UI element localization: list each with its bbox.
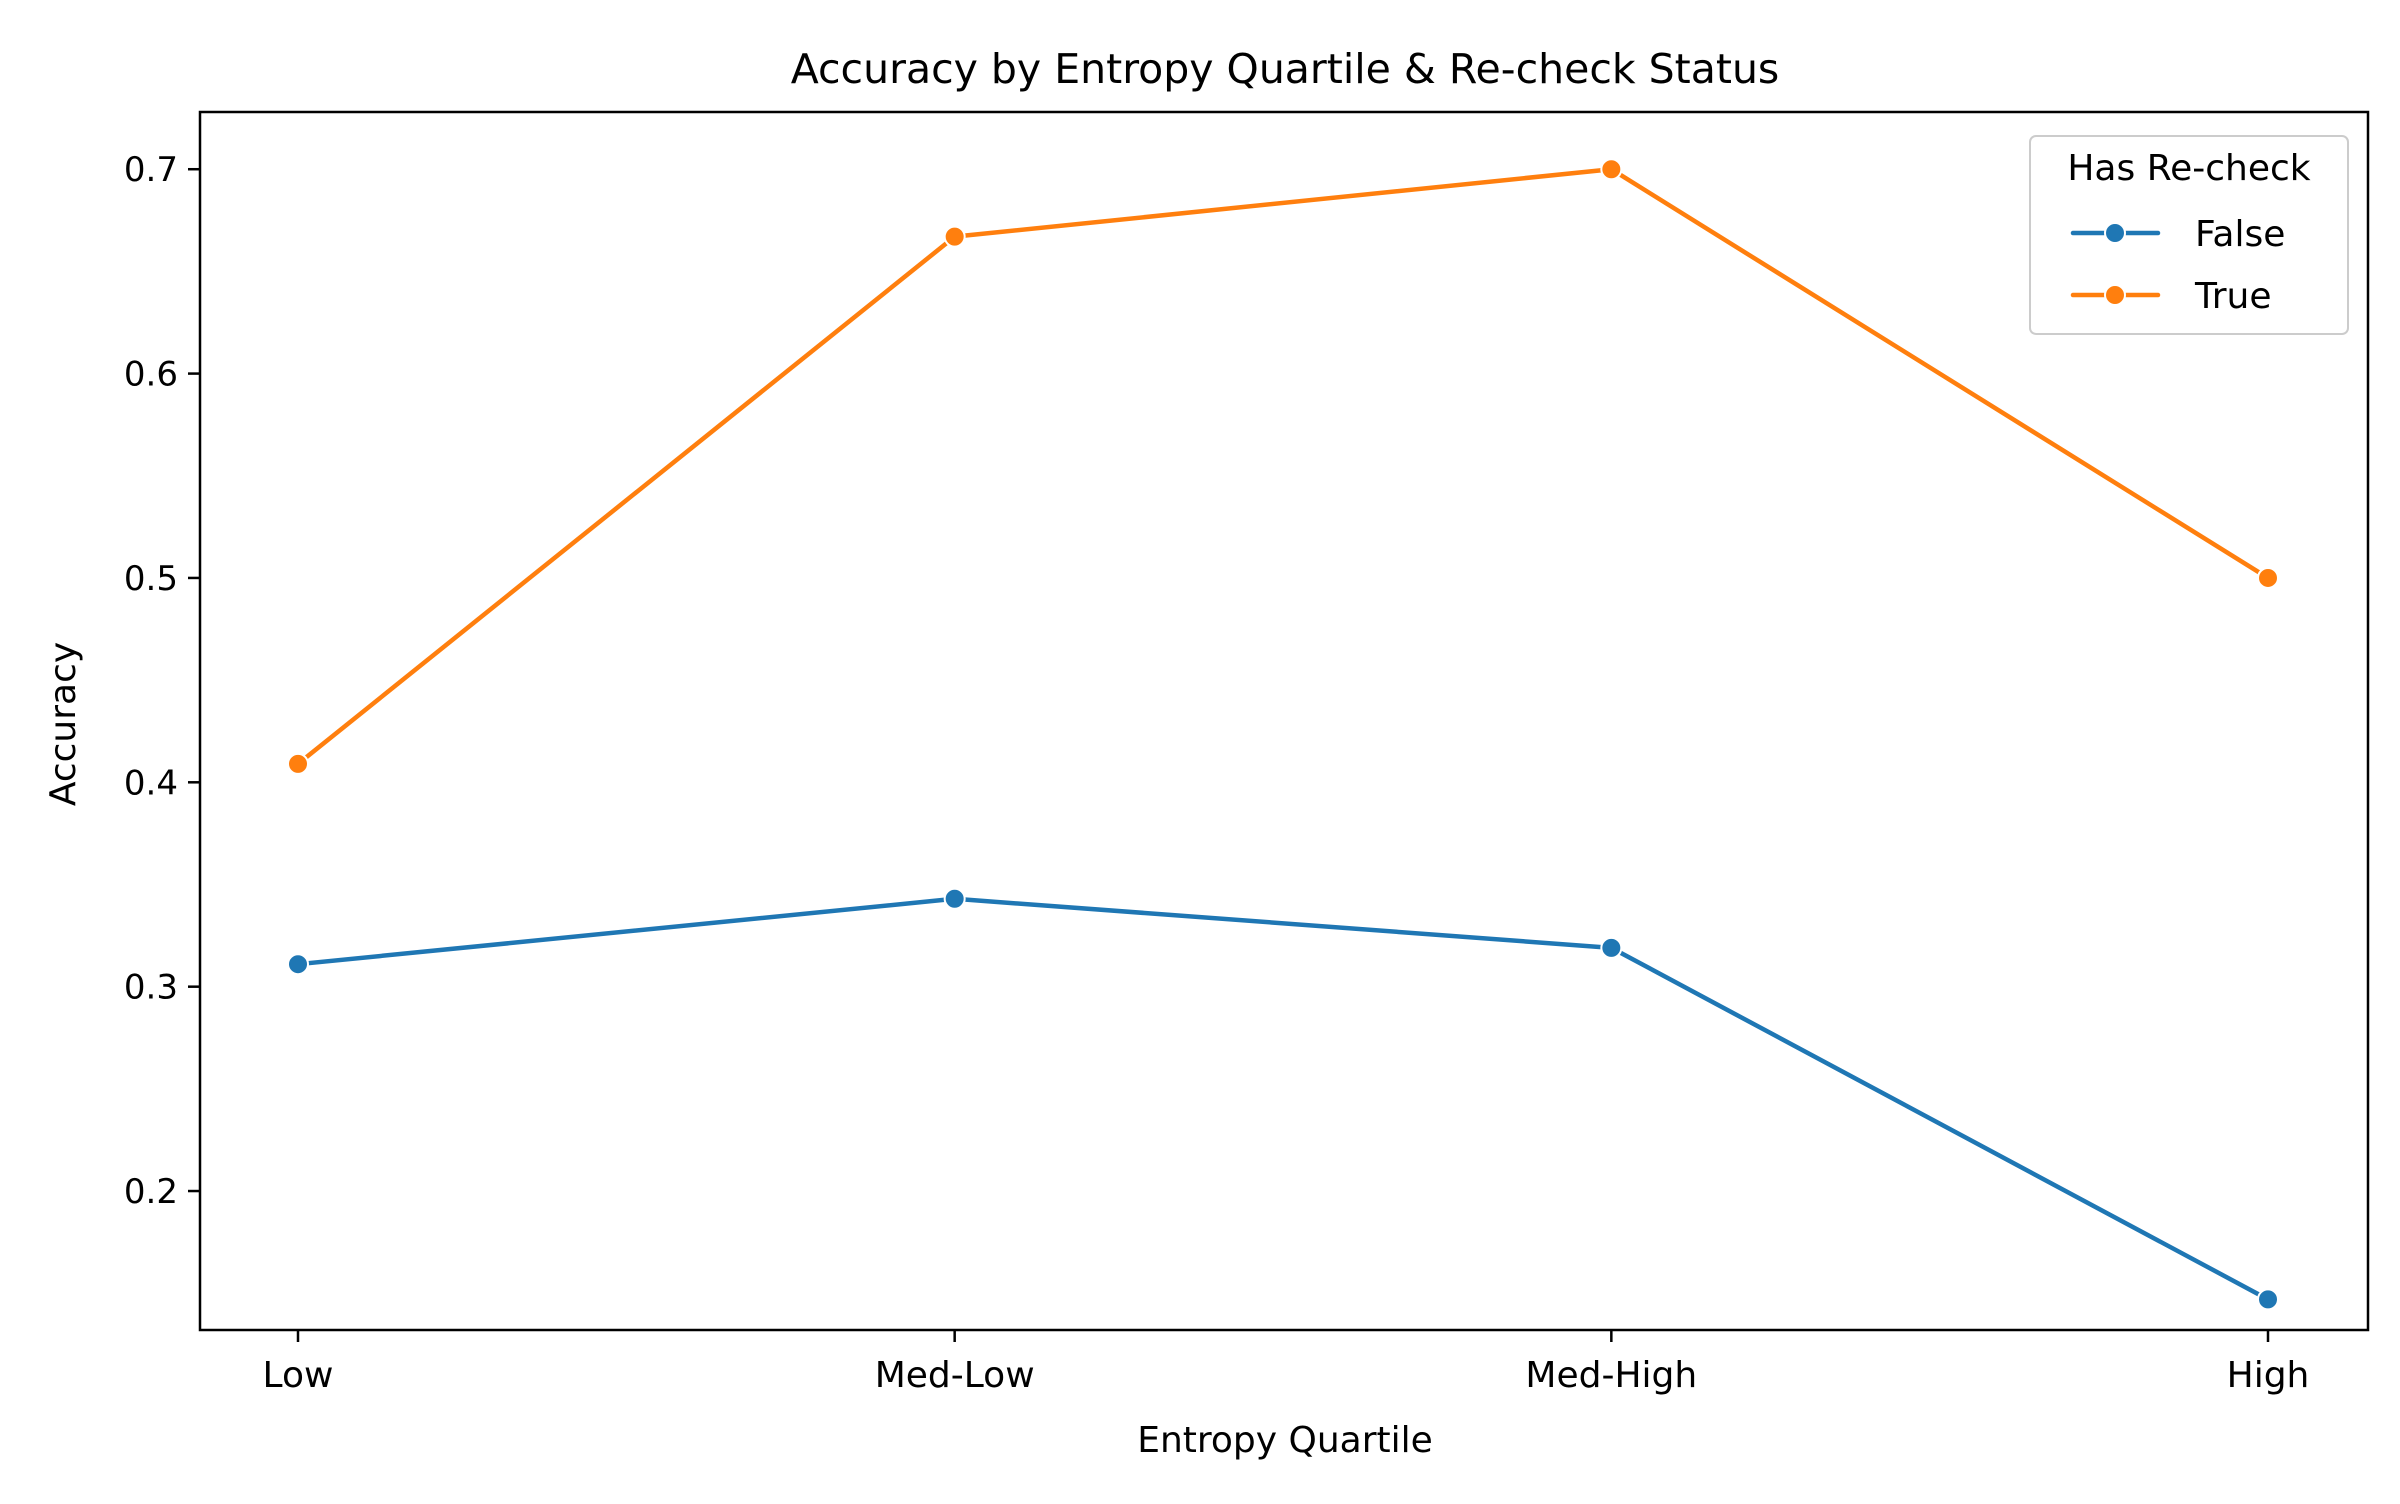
- legend-marker: [2104, 222, 2126, 244]
- x-tick-label: Low: [263, 1355, 334, 1396]
- series-line: [295, 896, 2271, 1302]
- x-tick-label: Med-Low: [875, 1355, 1035, 1396]
- y-tick-label: 0.6: [124, 355, 178, 395]
- y-tick-label: 0.4: [124, 763, 178, 803]
- data-point-marker: [2257, 566, 2279, 589]
- legend-item-false: False: [2070, 214, 2285, 255]
- legend-box: [2029, 135, 2349, 335]
- y-tick-label: 0.7: [124, 150, 178, 190]
- legend-label: True: [2194, 276, 2271, 317]
- data-point-marker: [943, 887, 966, 910]
- legend-item-true: True: [2070, 276, 2271, 317]
- data-point-marker: [287, 752, 309, 775]
- plot-frame: [198, 110, 2370, 1332]
- y-tick-label: 0.5: [124, 559, 178, 599]
- legend: Has Re-check False True: [2029, 135, 2349, 335]
- data-point-marker: [287, 953, 309, 976]
- series-lines: [287, 158, 2279, 1311]
- y-axis-label: Accuracy: [43, 642, 84, 806]
- y-tick-label: 0.3: [124, 968, 178, 1008]
- legend-items: False True: [2070, 214, 2285, 317]
- axis-ticks: 0.2 0.3 0.4 0.5 0.6 0.7 Low Med-Low Med-High High: [124, 150, 2309, 1396]
- series-false: [287, 887, 2279, 1311]
- y-tick-label: 0.2: [124, 1172, 178, 1212]
- x-tick-label: Med-High: [1525, 1355, 1697, 1396]
- data-point-marker: [2257, 1288, 2279, 1311]
- series-line: [295, 166, 2271, 767]
- chart-title: Accuracy by Entropy Quartile & Re-check …: [791, 45, 1780, 93]
- data-point-marker: [1600, 936, 1623, 959]
- data-point-marker: [943, 225, 966, 248]
- legend-title: Has Re-check: [2067, 148, 2310, 189]
- legend-marker: [2104, 284, 2126, 306]
- x-axis-label: Entropy Quartile: [1137, 1420, 1433, 1461]
- legend-label: False: [2195, 214, 2285, 255]
- x-tick-label: High: [2227, 1355, 2310, 1396]
- series-true: [287, 158, 2279, 775]
- data-point-marker: [1600, 158, 1623, 181]
